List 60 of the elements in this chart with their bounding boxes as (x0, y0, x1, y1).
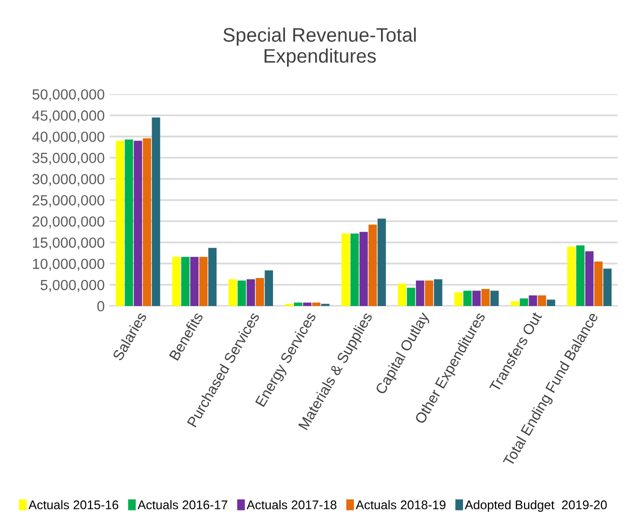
legend-label: Actuals 2015-16 (28, 500, 118, 510)
bar (434, 279, 442, 306)
bar (528, 295, 538, 306)
bar (481, 289, 490, 306)
bar (538, 295, 546, 306)
bar (124, 139, 134, 306)
bar (199, 256, 208, 306)
legend-label: Actuals 2018-19 (356, 500, 446, 510)
bar (585, 251, 594, 306)
y-tick-label: 45,000,000 (32, 110, 104, 122)
bar (576, 245, 585, 306)
bar (490, 290, 499, 306)
chart-title: Special Revenue-Total Expenditures (223, 28, 416, 67)
bar (294, 302, 302, 306)
bar (454, 292, 463, 306)
bar (463, 290, 472, 306)
bar (228, 279, 237, 306)
bar (181, 256, 190, 306)
bar (303, 302, 312, 306)
bar (208, 248, 217, 306)
bar (567, 246, 576, 306)
bar (416, 280, 424, 306)
bar (594, 261, 603, 306)
bar (246, 279, 255, 306)
bar (152, 117, 160, 306)
y-tick-label: 40,000,000 (32, 132, 104, 144)
bar (603, 268, 612, 306)
bar (264, 270, 274, 306)
bar (142, 138, 152, 306)
bar (510, 301, 520, 306)
bar (398, 284, 406, 306)
y-tick-label: 30,000,000 (32, 174, 104, 186)
bar (350, 234, 359, 306)
bar (256, 278, 264, 306)
bar (134, 140, 142, 306)
bar (424, 280, 434, 306)
y-tick-label: 35,000,000 (32, 152, 104, 165)
bar (341, 234, 350, 306)
y-tick-label: 5,000,000 (40, 280, 104, 292)
legend-label: Adopted Budget 2019-20 (464, 500, 607, 512)
y-tick-label: 0 (97, 301, 104, 312)
bar (190, 256, 199, 306)
bar (368, 224, 377, 306)
y-tick-label: 50,000,000 (32, 89, 104, 102)
bar (172, 256, 180, 306)
legend-label: Actuals 2017-18 (246, 500, 336, 510)
bar (238, 280, 246, 306)
bar (472, 290, 481, 306)
bar (116, 140, 124, 306)
bar (406, 288, 416, 306)
y-tick-label: 20,000,000 (32, 216, 104, 228)
bar (546, 300, 556, 306)
y-tick-label: 15,000,000 (32, 238, 104, 250)
bar (312, 302, 320, 306)
bar (360, 232, 368, 306)
legend-label: Actuals 2016-17 (138, 500, 228, 510)
bar (378, 218, 386, 306)
y-tick-label: 25,000,000 (32, 195, 104, 208)
y-tick-label: 10,000,000 (32, 258, 104, 271)
bar (520, 298, 528, 306)
